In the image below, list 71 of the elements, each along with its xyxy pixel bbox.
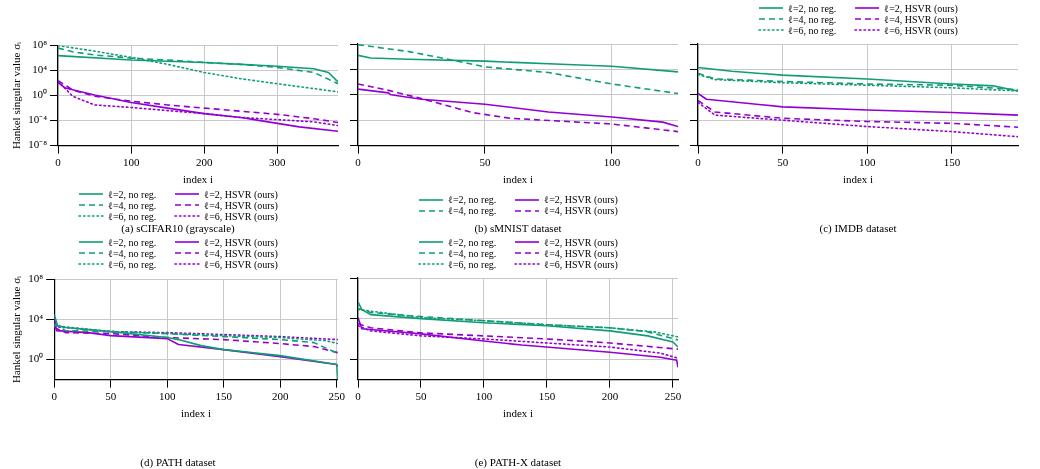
x-tick-label: 50 xyxy=(479,156,491,169)
x-tick-label: 100 xyxy=(603,156,621,169)
x-tick-label: 100 xyxy=(158,390,176,403)
y-tick-label: 10⁴ xyxy=(32,63,48,76)
text: (b) sMNIST dataset xyxy=(473,222,563,236)
x-tick-label: 250 xyxy=(664,390,682,403)
legend-label: ℓ=6, HSVR (ours) xyxy=(204,210,278,222)
y-axis-title: Hankel singular value σᵢ xyxy=(10,275,23,384)
legend-label: ℓ=6, no reg. xyxy=(788,24,837,36)
legend-label: ℓ=2, no reg. xyxy=(108,188,157,200)
legend-label: ℓ=4, no reg. xyxy=(788,13,837,25)
x-axis-title: index i xyxy=(842,173,874,186)
x-tick-label: 200 xyxy=(601,390,619,403)
legend-label: ℓ=2, no reg. xyxy=(448,236,497,248)
y-tick-label: 10⁻⁸ xyxy=(28,138,48,151)
legend-label: ℓ=2, HSVR (ours) xyxy=(544,194,618,205)
legend-label: ℓ=4, HSVR (ours) xyxy=(204,199,278,211)
legend-label: ℓ=6, HSVR (ours) xyxy=(544,258,618,270)
legend-label: ℓ=4, HSVR (ours) xyxy=(204,247,278,259)
x-tick-label: 0 xyxy=(355,156,362,169)
x-axis-title: index i xyxy=(502,407,534,420)
legend-label: ℓ=4, HSVR (ours) xyxy=(544,205,618,216)
text: (e) PATH-X dataset xyxy=(473,456,563,469)
legend-label: ℓ=2, no reg. xyxy=(108,236,157,248)
x-tick-label: 150 xyxy=(215,390,233,403)
legend-label: ℓ=2, no reg. xyxy=(448,194,497,205)
y-tick-label: 10⁰ xyxy=(32,88,48,101)
y-axis-title: Hankel singular value σᵢ xyxy=(10,41,23,150)
x-tick-label: 200 xyxy=(271,390,289,403)
y-tick-label: 10⁸ xyxy=(32,38,48,51)
legend-label: ℓ=4, HSVR (ours) xyxy=(884,13,958,25)
x-axis-title: index i xyxy=(502,173,534,186)
legend-label: ℓ=4, no reg. xyxy=(448,205,497,216)
x-tick-label: 250 xyxy=(328,390,346,403)
x-tick-label: 100 xyxy=(122,156,140,169)
y-tick-label: 10⁴ xyxy=(28,312,44,325)
x-tick-label: 200 xyxy=(195,156,213,169)
x-tick-label: 150 xyxy=(538,390,556,403)
text: (a) sCIFAR10 (grayscale) xyxy=(120,222,236,236)
legend-label: ℓ=2, no reg. xyxy=(788,2,837,14)
x-tick-label: 50 xyxy=(105,390,117,403)
text: (c) IMDB dataset xyxy=(818,222,898,236)
y-tick-label: 10⁸ xyxy=(28,272,44,285)
legend-label: ℓ=6, no reg. xyxy=(108,258,157,270)
text: (d) PATH dataset xyxy=(139,456,217,469)
y-tick-label: 10⁻⁴ xyxy=(28,113,48,126)
x-tick-label: 100 xyxy=(859,156,877,169)
x-tick-label: 50 xyxy=(415,390,427,403)
x-tick-label: 0 xyxy=(55,156,62,169)
legend-label: ℓ=2, HSVR (ours) xyxy=(544,236,618,248)
x-tick-label: 0 xyxy=(695,156,702,169)
legend-label: ℓ=4, HSVR (ours) xyxy=(544,247,618,259)
legend-label: ℓ=6, HSVR (ours) xyxy=(204,258,278,270)
legend-label: ℓ=2, HSVR (ours) xyxy=(884,2,958,14)
x-tick-label: 100 xyxy=(475,390,493,403)
legend-label: ℓ=4, no reg. xyxy=(448,247,497,259)
legend-label: ℓ=6, no reg. xyxy=(448,258,497,270)
x-axis-title: index i xyxy=(182,173,214,186)
legend-label: ℓ=6, HSVR (ours) xyxy=(884,24,958,36)
x-tick-label: 50 xyxy=(777,156,789,169)
legend-label: ℓ=4, no reg. xyxy=(108,247,157,259)
x-tick-label: 150 xyxy=(943,156,961,169)
legend-label: ℓ=2, HSVR (ours) xyxy=(204,236,278,248)
legend-label: ℓ=6, no reg. xyxy=(108,210,157,222)
legend-label: ℓ=4, no reg. xyxy=(108,199,157,211)
x-tick-label: 0 xyxy=(51,390,58,403)
x-tick-label: 0 xyxy=(355,390,362,403)
y-tick-label: 10⁰ xyxy=(28,352,44,365)
x-tick-label: 300 xyxy=(269,156,287,169)
x-axis-title: index i xyxy=(180,407,212,420)
legend-label: ℓ=2, HSVR (ours) xyxy=(204,188,278,200)
